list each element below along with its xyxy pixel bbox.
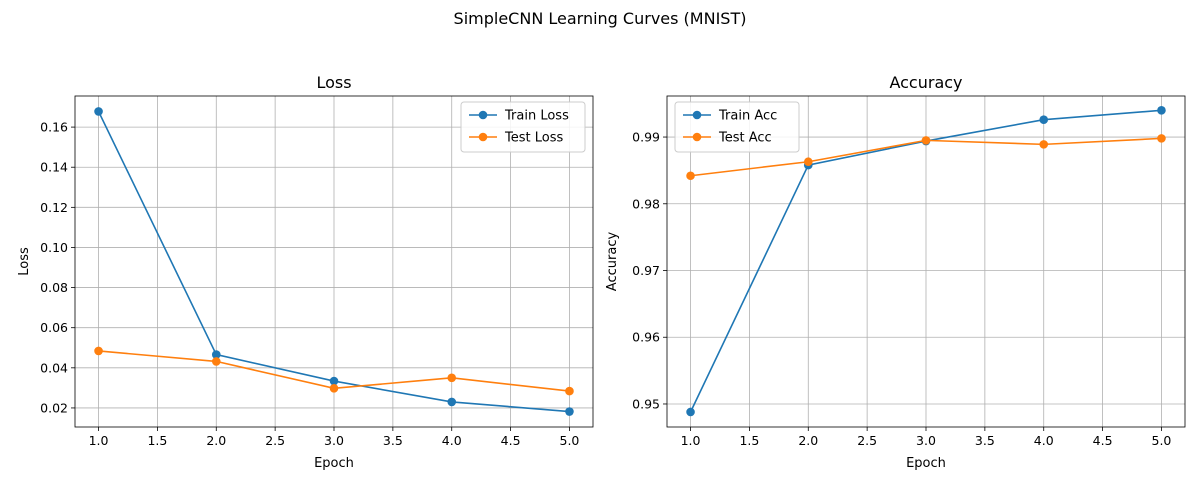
loss-y-tick-label: 0.06 <box>40 320 68 335</box>
accuracy-title: Accuracy <box>889 73 962 92</box>
loss-title: Loss <box>316 73 351 92</box>
accuracy-y-tick-label: 0.99 <box>632 130 660 145</box>
train-acc-point <box>1157 106 1166 115</box>
loss-x-tick-label: 2.0 <box>206 433 226 448</box>
accuracy-y-tick-label: 0.96 <box>632 330 660 345</box>
loss-x-tick-label: 1.0 <box>89 433 109 448</box>
train-loss-point <box>447 397 457 407</box>
loss-y-tick-label: 0.02 <box>40 400 68 415</box>
loss-y-tick-label: 0.10 <box>40 240 68 255</box>
loss-x-tick-label: 4.0 <box>442 433 462 448</box>
accuracy-y-axis-label: Accuracy <box>605 232 620 292</box>
test-acc-legend-marker <box>692 132 702 142</box>
test-acc-point <box>1039 140 1049 149</box>
loss-x-tick-label: 1.5 <box>147 433 167 448</box>
test-acc-point <box>803 157 813 167</box>
loss-x-tick-label: 3.5 <box>383 433 403 448</box>
loss-x-tick-label: 2.5 <box>265 433 285 448</box>
accuracy-legend: Train Acc Test Acc <box>674 101 800 153</box>
test-acc-point <box>1157 134 1166 143</box>
loss-x-tick-label: 3.0 <box>324 433 344 448</box>
accuracy-x-tick-label: 3.5 <box>975 433 995 448</box>
accuracy-x-tick-label: 5.0 <box>1152 433 1172 448</box>
accuracy-x-tick-label: 1.5 <box>739 433 759 448</box>
test-loss-point <box>211 357 221 366</box>
test-acc-legend-label: Test Acc <box>718 131 772 146</box>
accuracy-y-tick-label: 0.98 <box>632 196 660 211</box>
train-loss-legend-marker <box>478 110 488 120</box>
test-loss-point <box>565 386 574 396</box>
figure-suptitle: SimpleCNN Learning Curves (MNIST) <box>454 9 747 28</box>
train-acc-legend-label: Train Acc <box>718 109 777 124</box>
loss-x-tick-label: 4.5 <box>501 433 521 448</box>
accuracy-x-tick-label: 3.0 <box>916 433 936 448</box>
test-loss-point <box>94 346 103 356</box>
accuracy-panel: 1.0 1.5 2.0 2.5 3.0 3.5 4.0 4.5 5.0 0.95 0.96 0.97 0… <box>605 73 1186 471</box>
test-acc-point <box>921 136 931 145</box>
test-loss-point <box>329 383 339 393</box>
test-loss-legend-label: Test Loss <box>504 131 563 146</box>
loss-x-axis-label: Epoch <box>314 456 354 471</box>
test-loss-legend-marker <box>478 132 488 142</box>
loss-y-tick-label: 0.08 <box>40 280 68 295</box>
train-acc-legend-marker <box>692 110 702 120</box>
loss-y-tick-label: 0.12 <box>40 200 68 215</box>
loss-panel: 1.0 1.5 2.0 2.5 3.0 3.5 4.0 4.5 5.0 0.02 0.04 0.06 0… <box>17 73 594 471</box>
loss-y-axis-label: Loss <box>17 247 32 276</box>
accuracy-y-tick-label: 0.97 <box>632 263 660 278</box>
loss-legend: Train Loss Test Loss <box>460 101 586 153</box>
train-loss-point <box>211 350 221 359</box>
test-loss-point <box>447 373 457 383</box>
train-acc-point <box>686 407 695 417</box>
loss-x-tick-label: 5.0 <box>560 433 580 448</box>
train-loss-legend-label: Train Loss <box>504 109 569 124</box>
accuracy-x-tick-label: 4.5 <box>1093 433 1113 448</box>
accuracy-x-tick-label: 4.0 <box>1034 433 1054 448</box>
train-loss-point <box>329 376 339 386</box>
accuracy-y-tick-label: 0.95 <box>632 396 660 411</box>
loss-y-tick-label: 0.14 <box>40 160 68 175</box>
test-acc-point <box>686 171 695 181</box>
accuracy-x-tick-label: 2.5 <box>857 433 877 448</box>
train-loss-point <box>565 407 574 416</box>
accuracy-x-tick-label: 1.0 <box>681 433 701 448</box>
loss-y-tick-label: 0.04 <box>40 360 68 375</box>
train-acc-point <box>1039 115 1049 124</box>
accuracy-x-tick-label: 2.0 <box>798 433 818 448</box>
loss-y-tick-label: 0.16 <box>40 120 68 135</box>
train-loss-point <box>94 107 103 116</box>
accuracy-x-axis-label: Epoch <box>906 456 946 471</box>
